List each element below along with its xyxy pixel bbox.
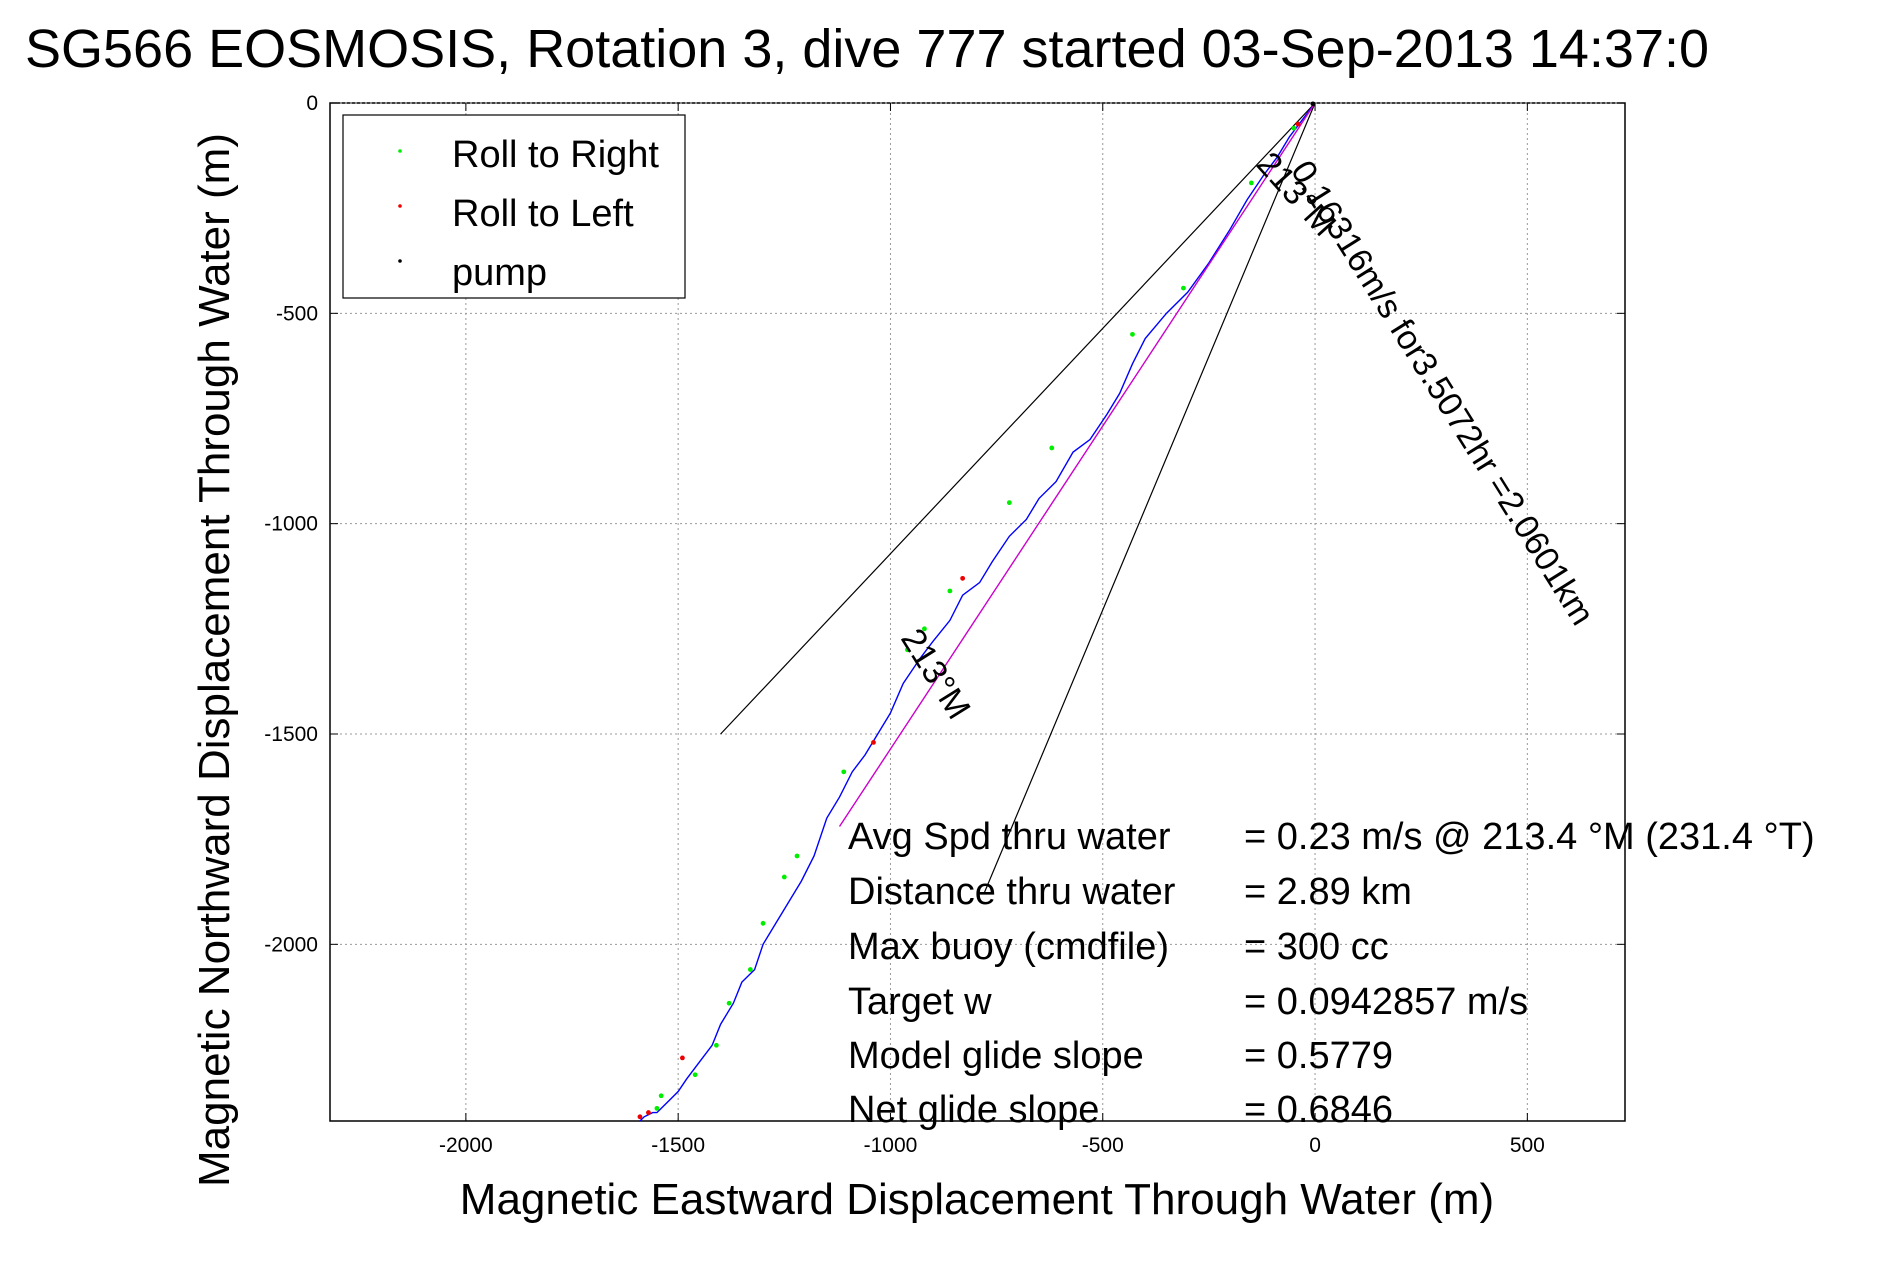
stat-label-net-glide: Net glide slope [848, 1089, 1099, 1131]
roll-to-right-marker [1049, 445, 1055, 451]
legend-label-pump: pump [452, 252, 547, 294]
roll-to-right-marker [841, 769, 847, 775]
roll-to-right-marker [713, 1042, 719, 1048]
x-tick-label: -1500 [651, 1134, 705, 1157]
stat-value-net-glide: = 0.6846 [1244, 1089, 1393, 1131]
roll-to-right-marker [905, 647, 910, 653]
roll-to-right-marker [1130, 331, 1135, 337]
roll-to-right-marker [747, 967, 753, 972]
stat-label-max-buoy: Max buoy (cmdfile) [848, 926, 1169, 968]
roll-to-right-marker [1291, 125, 1297, 131]
heading-guide-line [720, 102, 1316, 735]
legend-label-roll-right: Roll to Right [452, 134, 659, 176]
roll-to-right-marker [726, 1000, 732, 1006]
x-tick-label: 500 [1510, 1134, 1545, 1157]
axis-ticks: -2000 -1500 -1000 -500 0 500 0 -500 -1000 -1500 -2… [264, 92, 1625, 1157]
roll-to-right-marker [1248, 180, 1254, 186]
chart-title: SG566 EOSMOSIS, Rotation 3, dive 777 sta… [25, 19, 1709, 79]
legend: Roll to Right Roll to Left pump [342, 114, 686, 299]
x-tick-label: -2000 [439, 1134, 493, 1157]
stat-value-avg-speed: = 0.23 m/s @ 213.4 °M (231.4 °T) [1244, 816, 1815, 858]
track-markers [637, 101, 1316, 1120]
roll-to-right-marker [947, 588, 953, 594]
roll-to-right-marker [760, 920, 766, 926]
stat-value-max-buoy: = 300 cc [1244, 926, 1389, 968]
heading-guide-lines [720, 102, 1316, 895]
stat-label-avg-speed: Avg Spd thru water [848, 816, 1171, 858]
roll-to-right-marker [658, 1093, 664, 1099]
x-tick-label: -500 [1082, 1134, 1124, 1157]
roll-to-left-marker [646, 1110, 651, 1115]
stat-value-model-glide: = 0.5779 [1244, 1035, 1393, 1077]
legend-marker-roll-left [398, 204, 402, 208]
x-tick-label: 0 [1309, 1134, 1321, 1157]
glider-track-line [639, 102, 1316, 1122]
roll-to-right-marker [781, 874, 787, 880]
stat-label-model-glide: Model glide slope [848, 1035, 1144, 1077]
y-tick-label: 0 [306, 92, 318, 115]
x-axis-label: Magnetic Eastward Displacement Through W… [460, 1175, 1494, 1224]
legend-label-roll-left: Roll to Left [452, 193, 634, 235]
stat-label-distance: Distance thru water [848, 871, 1176, 913]
y-axis-label: Magnetic Northward Displacement Through … [190, 133, 239, 1187]
grid-lines [330, 102, 1625, 1121]
stat-value-target-w: = 0.0942857 m/s [1244, 981, 1528, 1023]
legend-marker-roll-right [398, 149, 402, 153]
roll-to-right-marker [692, 1072, 698, 1078]
stat-label-target-w: Target w [848, 981, 992, 1023]
stat-value-distance: = 2.89 km [1244, 871, 1412, 913]
roll-to-right-marker [654, 1105, 660, 1111]
roll-to-left-marker [637, 1114, 643, 1120]
roll-to-left-marker [960, 575, 966, 581]
roll-to-left-marker [871, 740, 876, 745]
roll-to-left-marker [680, 1055, 685, 1061]
y-tick-label: -2000 [264, 933, 318, 956]
dive-stats: Avg Spd thru water = 0.23 m/s @ 213.4 °M… [848, 816, 1815, 1131]
roll-to-right-marker [794, 853, 800, 859]
roll-to-right-marker [1181, 285, 1186, 291]
pump-marker [1310, 101, 1316, 107]
track-series [639, 102, 1316, 1122]
y-tick-label: -1000 [264, 513, 318, 536]
roll-to-right-marker [922, 626, 927, 632]
roll-to-right-marker [1006, 500, 1012, 506]
y-tick-label: -1500 [264, 723, 318, 746]
net-heading-line [838, 102, 1316, 827]
x-tick-label: -1000 [864, 1134, 918, 1157]
roll-to-left-marker [1295, 121, 1301, 127]
legend-marker-pump [398, 259, 402, 263]
y-tick-label: -500 [276, 302, 318, 325]
heading-guide-line [983, 102, 1316, 895]
